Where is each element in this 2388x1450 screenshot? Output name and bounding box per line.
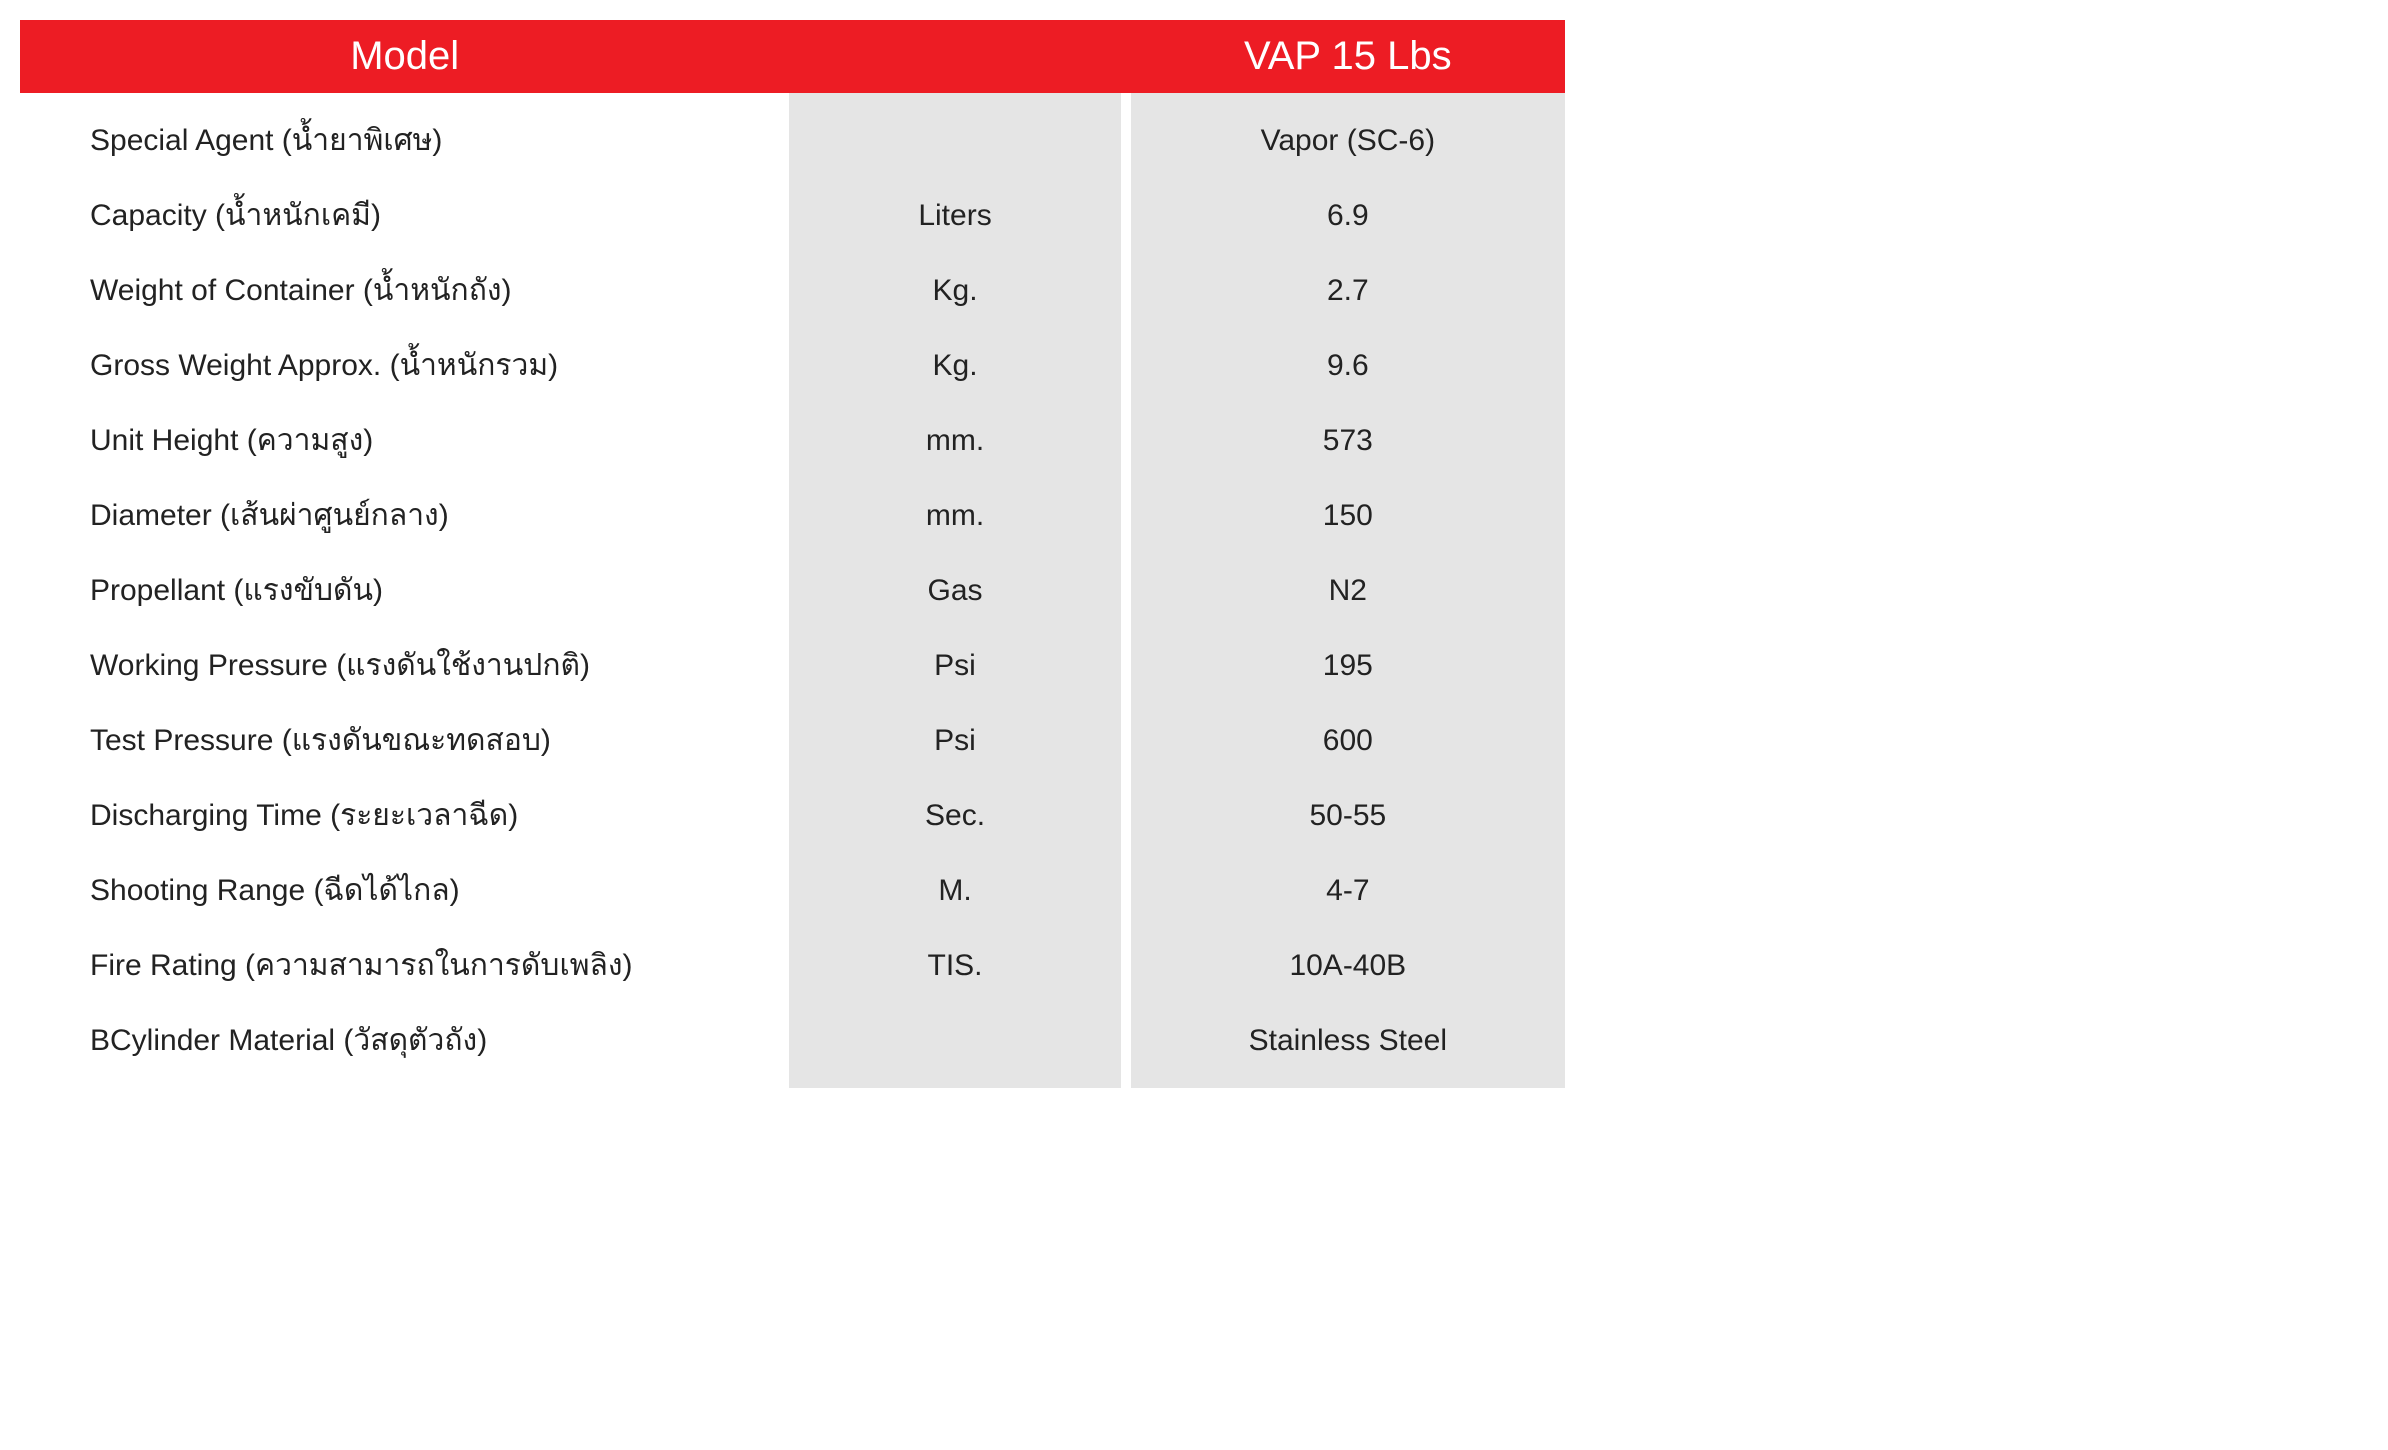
- spec-label: Capacity (น้ำหนักเคมี): [90, 199, 381, 232]
- spec-unit-cell: mm.: [789, 403, 1130, 478]
- spec-unit: TIS.: [928, 949, 983, 982]
- spec-label: Discharging Time (ระยะเวลาฉีด): [90, 799, 518, 832]
- spec-value-cell: 10A-40B: [1131, 928, 1565, 1003]
- spec-label: Shooting Range (ฉีดได้ไกล): [90, 874, 460, 907]
- table-row: Weight of Container (น้ำหนักถัง) Kg. 2.7: [20, 253, 1565, 328]
- spec-label: Weight of Container (น้ำหนักถัง): [90, 274, 512, 307]
- spec-unit: Psi: [934, 724, 976, 757]
- spec-value: 573: [1323, 424, 1373, 457]
- spec-unit-cell: Psi: [789, 703, 1130, 778]
- spec-table: Model VAP 15 Lbs Special Agent (น้ำยาพิเ…: [20, 20, 1565, 1088]
- spec-label-cell: Test Pressure (แรงดันขณะทดสอบ): [20, 703, 789, 778]
- spec-unit-cell: [789, 1003, 1130, 1088]
- spec-unit-cell: Gas: [789, 553, 1130, 628]
- spec-unit: Gas: [928, 574, 983, 607]
- spec-unit: Kg.: [933, 349, 978, 382]
- table-row: Unit Height (ความสูง) mm. 573: [20, 403, 1565, 478]
- spec-unit: Psi: [934, 649, 976, 682]
- spec-value: 2.7: [1327, 274, 1369, 307]
- spec-unit-cell: Kg.: [789, 328, 1130, 403]
- spec-unit: Kg.: [933, 274, 978, 307]
- header-value-label: VAP 15 Lbs: [1244, 34, 1452, 78]
- spec-value-cell: 573: [1131, 403, 1565, 478]
- spec-value-cell: Vapor (SC-6): [1131, 93, 1565, 178]
- spec-label-cell: Propellant (แรงขับดัน): [20, 553, 789, 628]
- spec-label-cell: Gross Weight Approx. (น้ำหนักรวม): [20, 328, 789, 403]
- table-row: Special Agent (น้ำยาพิเศษ) Vapor (SC-6): [20, 93, 1565, 178]
- spec-label: Diameter (เส้นผ่าศูนย์กลาง): [90, 499, 449, 532]
- spec-label-cell: Capacity (น้ำหนักเคมี): [20, 178, 789, 253]
- spec-unit-cell: mm.: [789, 478, 1130, 553]
- spec-unit-cell: Liters: [789, 178, 1130, 253]
- spec-label-cell: Fire Rating (ความสามารถในการดับเพลิง): [20, 928, 789, 1003]
- spec-unit: mm.: [926, 499, 984, 532]
- table-row: Working Pressure (แรงดันใช้งานปกติ) Psi 19…: [20, 628, 1565, 703]
- spec-value: 600: [1323, 724, 1373, 757]
- spec-value: 10A-40B: [1289, 949, 1406, 982]
- spec-value: 6.9: [1327, 199, 1369, 232]
- spec-unit-cell: Kg.: [789, 253, 1130, 328]
- spec-label-cell: Unit Height (ความสูง): [20, 403, 789, 478]
- header-spacer-cell: [789, 20, 1130, 93]
- spec-value-cell: 600: [1131, 703, 1565, 778]
- spec-label-cell: Working Pressure (แรงดันใช้งานปกติ): [20, 628, 789, 703]
- spec-label: BCylinder Material (วัสดุตัวถัง): [90, 1024, 487, 1057]
- table-row: Test Pressure (แรงดันขณะทดสอบ) Psi 600: [20, 703, 1565, 778]
- header-model-label: Model: [350, 34, 459, 78]
- table-row: BCylinder Material (วัสดุตัวถัง) Stainles…: [20, 1003, 1565, 1088]
- table-row: Discharging Time (ระยะเวลาฉีด) Sec. 50-55: [20, 778, 1565, 853]
- spec-value: 195: [1323, 649, 1373, 682]
- spec-unit: Liters: [918, 199, 991, 232]
- spec-value-cell: 4-7: [1131, 853, 1565, 928]
- spec-value-cell: Stainless Steel: [1131, 1003, 1565, 1088]
- spec-label: Special Agent (น้ำยาพิเศษ): [90, 124, 442, 157]
- spec-value: 150: [1323, 499, 1373, 532]
- spec-value: 9.6: [1327, 349, 1369, 382]
- spec-unit-cell: Psi: [789, 628, 1130, 703]
- spec-unit-cell: [789, 93, 1130, 178]
- spec-value-cell: 2.7: [1131, 253, 1565, 328]
- table-row: Fire Rating (ความสามารถในการดับเพลิง) TIS…: [20, 928, 1565, 1003]
- spec-label-cell: Diameter (เส้นผ่าศูนย์กลาง): [20, 478, 789, 553]
- spec-label-cell: Special Agent (น้ำยาพิเศษ): [20, 93, 789, 178]
- spec-value-cell: 6.9: [1131, 178, 1565, 253]
- spec-label-cell: Shooting Range (ฉีดได้ไกล): [20, 853, 789, 928]
- spec-value: Vapor (SC-6): [1261, 124, 1436, 157]
- spec-value-cell: 50-55: [1131, 778, 1565, 853]
- header-model-cell: Model: [20, 20, 789, 93]
- table-row: Shooting Range (ฉีดได้ไกล) M. 4-7: [20, 853, 1565, 928]
- spec-value: N2: [1329, 574, 1367, 607]
- spec-label: Test Pressure (แรงดันขณะทดสอบ): [90, 724, 551, 757]
- table-row: Propellant (แรงขับดัน) Gas N2: [20, 553, 1565, 628]
- spec-value: 4-7: [1326, 874, 1369, 907]
- table-body: Special Agent (น้ำยาพิเศษ) Vapor (SC-6) Ca…: [20, 93, 1565, 1088]
- spec-unit: M.: [938, 874, 971, 907]
- table-row: Gross Weight Approx. (น้ำหนักรวม) Kg. 9.6: [20, 328, 1565, 403]
- spec-label: Fire Rating (ความสามารถในการดับเพลิง): [90, 949, 633, 982]
- spec-value-cell: N2: [1131, 553, 1565, 628]
- spec-value: 50-55: [1309, 799, 1386, 832]
- spec-value-cell: 195: [1131, 628, 1565, 703]
- header-value-cell: VAP 15 Lbs: [1131, 20, 1565, 93]
- table-header-row: Model VAP 15 Lbs: [20, 20, 1565, 93]
- spec-label: Working Pressure (แรงดันใช้งานปกติ): [90, 649, 590, 682]
- table-row: Capacity (น้ำหนักเคมี) Liters 6.9: [20, 178, 1565, 253]
- spec-label: Gross Weight Approx. (น้ำหนักรวม): [90, 349, 558, 382]
- table-row: Diameter (เส้นผ่าศูนย์กลาง) mm. 150: [20, 478, 1565, 553]
- spec-value-cell: 9.6: [1131, 328, 1565, 403]
- spec-label-cell: BCylinder Material (วัสดุตัวถัง): [20, 1003, 789, 1088]
- spec-label-cell: Discharging Time (ระยะเวลาฉีด): [20, 778, 789, 853]
- spec-unit: mm.: [926, 424, 984, 457]
- spec-value-cell: 150: [1131, 478, 1565, 553]
- spec-unit: Sec.: [925, 799, 985, 832]
- spec-value: Stainless Steel: [1249, 1024, 1447, 1057]
- spec-label: Unit Height (ความสูง): [90, 424, 373, 457]
- spec-label: Propellant (แรงขับดัน): [90, 574, 383, 607]
- spec-unit-cell: TIS.: [789, 928, 1130, 1003]
- spec-label-cell: Weight of Container (น้ำหนักถัง): [20, 253, 789, 328]
- spec-unit-cell: Sec.: [789, 778, 1130, 853]
- spec-unit-cell: M.: [789, 853, 1130, 928]
